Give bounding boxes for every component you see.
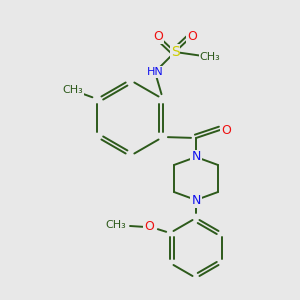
Text: CH₃: CH₃: [200, 52, 220, 62]
Text: O: O: [153, 29, 163, 43]
Text: O: O: [144, 220, 154, 232]
Text: CH₃: CH₃: [63, 85, 83, 95]
Text: O: O: [221, 124, 231, 136]
Text: CH₃: CH₃: [105, 220, 126, 230]
Text: S: S: [171, 45, 179, 59]
Text: O: O: [187, 29, 197, 43]
Text: HN: HN: [147, 67, 164, 77]
Text: N: N: [191, 194, 201, 206]
Text: N: N: [191, 151, 201, 164]
